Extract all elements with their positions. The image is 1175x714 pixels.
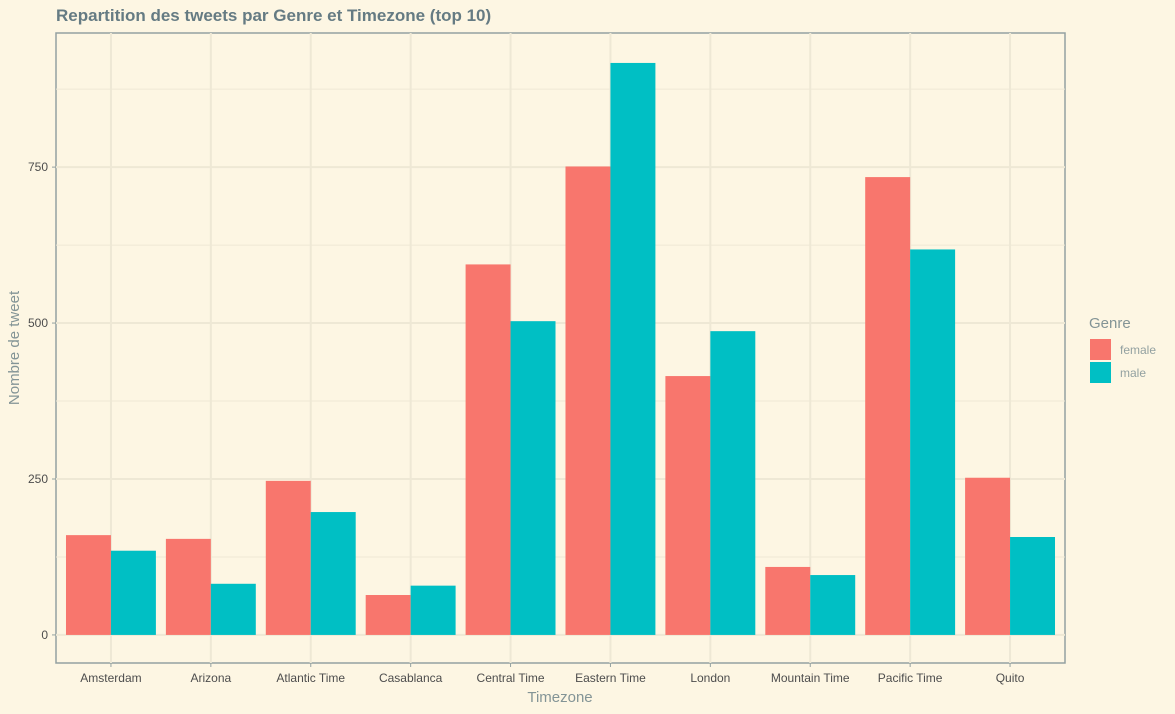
bar-female-casablanca xyxy=(365,595,411,635)
bar-female-pacific-time xyxy=(865,177,911,635)
x-axis-title: Timezone xyxy=(527,689,592,706)
bar-male-pacific-time xyxy=(910,249,956,635)
y-axis-title: Nombre de tweet xyxy=(6,290,23,405)
bar-male-atlantic-time xyxy=(310,512,356,635)
bar-female-eastern-time xyxy=(565,166,611,635)
y-axis: 0 250 500 750 xyxy=(28,160,56,642)
legend-swatch-female xyxy=(1090,339,1111,360)
x-tick-label: Quito xyxy=(996,671,1025,685)
bar-male-london xyxy=(710,331,756,635)
bar-male-casablanca xyxy=(410,585,456,635)
bar-female-london xyxy=(665,376,711,635)
bar-male-central-time xyxy=(510,321,556,635)
bars xyxy=(65,62,1056,635)
legend-title: Genre xyxy=(1089,315,1131,332)
x-tick-label: Mountain Time xyxy=(771,671,850,685)
chart-title: Repartition des tweets par Genre et Time… xyxy=(56,6,491,25)
legend-label-male: male xyxy=(1120,366,1146,380)
legend: Genre female male xyxy=(1089,315,1156,383)
bar-male-quito xyxy=(1010,537,1056,635)
x-tick-label: Pacific Time xyxy=(878,671,943,685)
legend-swatch-male xyxy=(1090,362,1111,383)
x-tick-label: Casablanca xyxy=(379,671,443,685)
bar-male-arizona xyxy=(210,583,256,635)
bar-female-central-time xyxy=(465,264,511,635)
bar-female-amsterdam xyxy=(65,535,111,635)
y-tick-label: 250 xyxy=(28,472,48,486)
bar-male-amsterdam xyxy=(110,550,156,635)
x-tick-label: Atlantic Time xyxy=(276,671,345,685)
x-axis: Amsterdam Arizona Atlantic Time Casablanca C… xyxy=(80,663,1025,685)
bar-male-mountain-time xyxy=(810,575,856,635)
bar-female-mountain-time xyxy=(765,566,811,635)
y-tick-label: 0 xyxy=(41,628,48,642)
bar-female-atlantic-time xyxy=(265,480,311,635)
bar-female-arizona xyxy=(165,538,211,635)
bar-male-eastern-time xyxy=(610,62,656,635)
x-tick-label: London xyxy=(690,671,730,685)
bar-female-quito xyxy=(965,477,1011,635)
y-tick-label: 750 xyxy=(28,160,48,174)
legend-label-female: female xyxy=(1120,343,1156,357)
x-tick-label: Arizona xyxy=(191,671,232,685)
x-tick-label: Amsterdam xyxy=(80,671,141,685)
x-tick-label: Central Time xyxy=(477,671,545,685)
y-tick-label: 500 xyxy=(28,316,48,330)
x-tick-label: Eastern Time xyxy=(575,671,646,685)
